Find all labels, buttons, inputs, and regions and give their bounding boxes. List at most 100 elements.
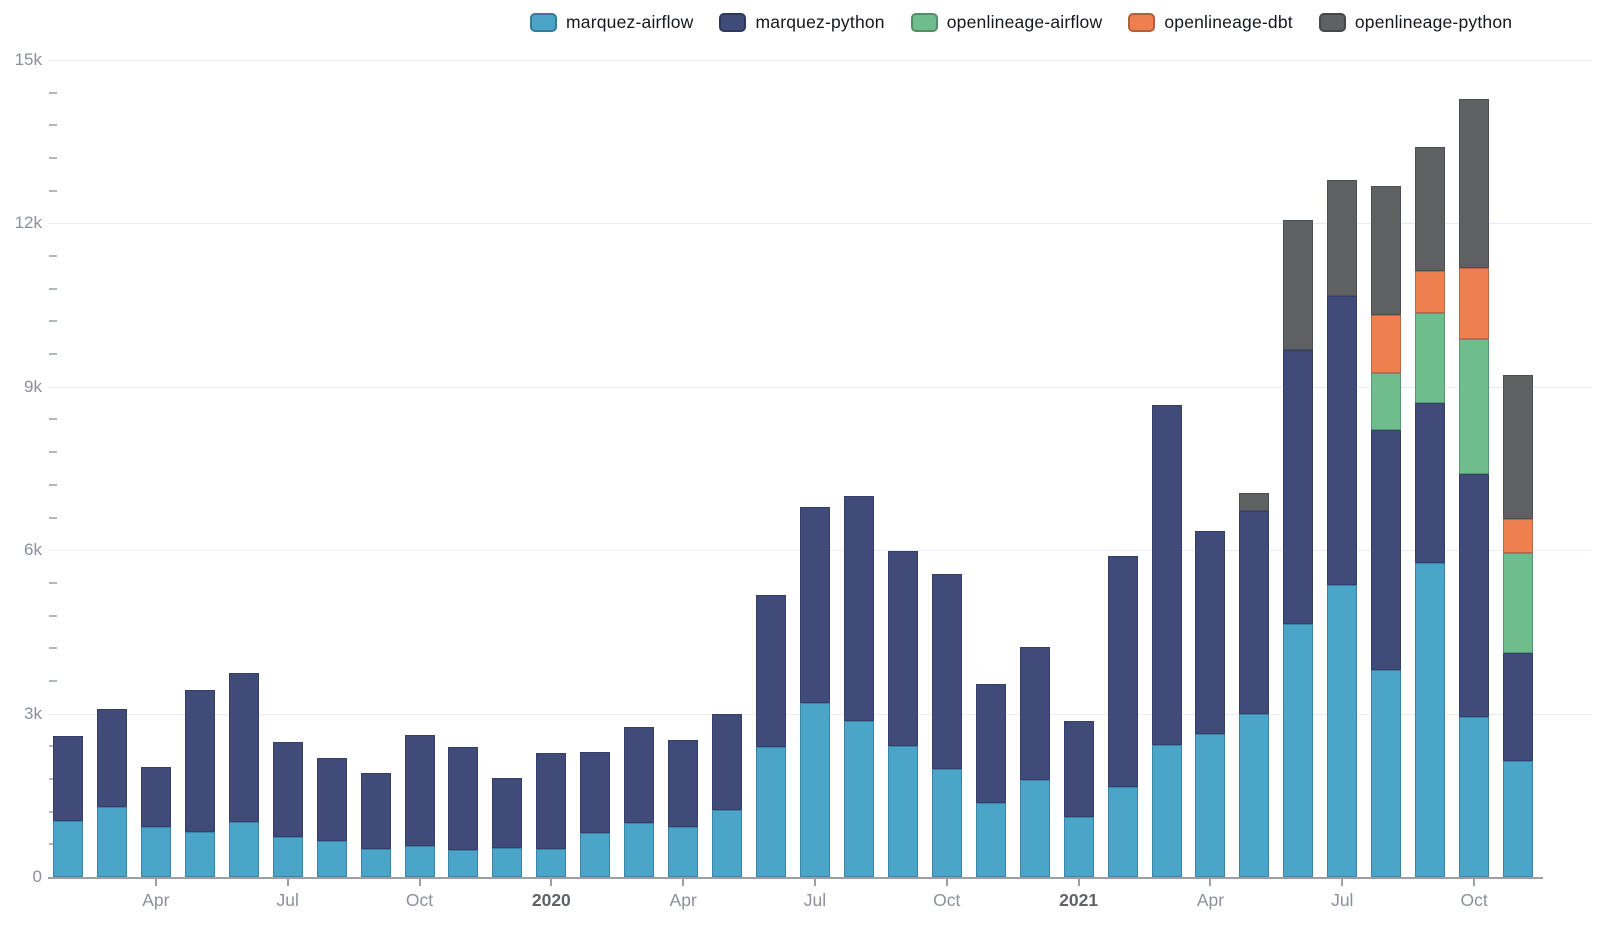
bar-segment-marquez-python[interactable]	[53, 736, 83, 821]
bar-segment-openlineage-dbt[interactable]	[1503, 518, 1534, 554]
bar-segment-openlineage-python[interactable]	[1459, 99, 1490, 269]
bar-segment-marquez-airflow[interactable]	[1459, 716, 1490, 877]
bar-segment-marquez-airflow[interactable]	[96, 806, 127, 877]
bar-segment-marquez-python[interactable]	[536, 753, 567, 849]
bar-segment-openlineage-python[interactable]	[1327, 180, 1358, 297]
bar-segment-marquez-python[interactable]	[1459, 473, 1490, 717]
bar-segment-marquez-python[interactable]	[975, 683, 1006, 804]
x-axis-tick	[813, 879, 816, 886]
bar-segment-marquez-python[interactable]	[887, 550, 918, 747]
bar	[1459, 99, 1490, 877]
bar-segment-marquez-airflow[interactable]	[843, 721, 874, 877]
bar-segment-marquez-python[interactable]	[1415, 402, 1446, 564]
bar	[1239, 493, 1270, 877]
legend-item-openlineage-python[interactable]: openlineage-python	[1318, 12, 1512, 33]
bar-segment-marquez-python[interactable]	[799, 507, 830, 703]
bar-segment-openlineage-python[interactable]	[1239, 493, 1270, 511]
x-axis-label: Apr	[1196, 890, 1225, 910]
legend-item-marquez-python[interactable]: marquez-python	[719, 12, 885, 33]
bar-segment-openlineage-dbt[interactable]	[1371, 314, 1402, 373]
x-axis-line	[48, 877, 1543, 879]
bar-segment-marquez-python[interactable]	[96, 709, 127, 807]
bar-segment-openlineage-dbt[interactable]	[1459, 268, 1490, 340]
bar-segment-marquez-python[interactable]	[492, 777, 523, 849]
bar-segment-marquez-airflow[interactable]	[360, 848, 391, 877]
bar-segment-marquez-python[interactable]	[140, 766, 171, 827]
bar-segment-marquez-airflow[interactable]	[1019, 780, 1050, 877]
bar	[1371, 186, 1402, 877]
bar-segment-openlineage-airflow[interactable]	[1459, 339, 1490, 474]
bar	[931, 573, 962, 877]
bar-segment-marquez-python[interactable]	[931, 573, 962, 769]
bar-segment-openlineage-airflow[interactable]	[1371, 372, 1402, 431]
bar-segment-marquez-airflow[interactable]	[1283, 624, 1314, 877]
bar	[1327, 180, 1358, 877]
bar-segment-marquez-airflow[interactable]	[536, 848, 567, 877]
bar-segment-openlineage-airflow[interactable]	[1503, 553, 1534, 654]
bar-segment-openlineage-python[interactable]	[1503, 374, 1534, 519]
bar-segment-marquez-airflow[interactable]	[404, 846, 435, 877]
bar-segment-marquez-python[interactable]	[448, 747, 479, 850]
bar-segment-marquez-python[interactable]	[668, 739, 699, 828]
bar-segment-marquez-airflow[interactable]	[580, 832, 611, 877]
bar-segment-marquez-airflow[interactable]	[272, 836, 303, 877]
bar-segment-marquez-airflow[interactable]	[140, 826, 171, 877]
bar-segment-openlineage-python[interactable]	[1283, 220, 1314, 350]
bar-segment-marquez-airflow[interactable]	[1063, 816, 1094, 877]
bar	[887, 550, 918, 877]
bar-segment-marquez-airflow[interactable]	[228, 821, 259, 877]
bar-segment-marquez-python[interactable]	[272, 741, 303, 837]
legend-item-openlineage-airflow[interactable]: openlineage-airflow	[910, 12, 1103, 33]
bar-segment-marquez-python[interactable]	[1151, 405, 1182, 745]
bar-segment-marquez-python[interactable]	[843, 496, 874, 722]
bar-segment-marquez-python[interactable]	[404, 735, 435, 847]
bar-segment-openlineage-airflow[interactable]	[1415, 313, 1446, 403]
legend-item-openlineage-dbt[interactable]: openlineage-dbt	[1128, 12, 1293, 33]
bar-segment-marquez-python[interactable]	[1503, 653, 1534, 761]
bar-segment-marquez-airflow[interactable]	[668, 827, 699, 877]
bar	[53, 736, 83, 877]
bar-segment-marquez-airflow[interactable]	[624, 823, 655, 877]
bar-segment-marquez-python[interactable]	[1063, 721, 1094, 817]
bar-segment-marquez-airflow[interactable]	[1415, 563, 1446, 877]
legend-item-marquez-airflow[interactable]: marquez-airflow	[530, 12, 693, 33]
bar-segment-marquez-airflow[interactable]	[1371, 670, 1402, 877]
bar-segment-marquez-python[interactable]	[1371, 430, 1402, 670]
bar-segment-marquez-airflow[interactable]	[492, 848, 523, 877]
bar-segment-marquez-airflow[interactable]	[1107, 786, 1138, 877]
bar-segment-marquez-airflow[interactable]	[316, 841, 347, 877]
bar-segment-marquez-airflow[interactable]	[1239, 713, 1270, 877]
bar-segment-marquez-airflow[interactable]	[448, 849, 479, 877]
bar-segment-marquez-airflow[interactable]	[1503, 760, 1534, 877]
bar-segment-marquez-airflow[interactable]	[1327, 585, 1358, 877]
bar-segment-marquez-python[interactable]	[1019, 647, 1050, 781]
bar-segment-marquez-python[interactable]	[1195, 531, 1226, 735]
bar-segment-marquez-airflow[interactable]	[931, 768, 962, 877]
bar-segment-marquez-airflow[interactable]	[712, 810, 743, 877]
bar-segment-marquez-python[interactable]	[756, 594, 787, 748]
bar-segment-marquez-python[interactable]	[228, 672, 259, 822]
bar-segment-marquez-python[interactable]	[360, 772, 391, 849]
bar-segment-marquez-python[interactable]	[1327, 296, 1358, 586]
bar-segment-marquez-python[interactable]	[712, 714, 743, 810]
bar-segment-marquez-airflow[interactable]	[799, 702, 830, 877]
bar-segment-marquez-airflow[interactable]	[184, 831, 215, 877]
bar-segment-openlineage-python[interactable]	[1371, 186, 1402, 315]
bar-segment-marquez-airflow[interactable]	[53, 820, 83, 877]
bar-segment-marquez-python[interactable]	[1239, 510, 1270, 714]
x-axis-tick	[550, 879, 553, 886]
bar-segment-marquez-python[interactable]	[1107, 556, 1138, 787]
bar-segment-marquez-python[interactable]	[624, 726, 655, 824]
bar-segment-marquez-python[interactable]	[316, 757, 347, 842]
bar-segment-marquez-python[interactable]	[184, 690, 215, 832]
bar-segment-marquez-airflow[interactable]	[756, 747, 787, 877]
bar	[96, 709, 127, 877]
bar-segment-marquez-airflow[interactable]	[1151, 744, 1182, 877]
bar-segment-marquez-airflow[interactable]	[1195, 734, 1226, 877]
bar-segment-openlineage-python[interactable]	[1415, 146, 1446, 271]
bar-segment-marquez-airflow[interactable]	[887, 746, 918, 877]
bar-segment-marquez-airflow[interactable]	[975, 803, 1006, 877]
bar-segment-openlineage-dbt[interactable]	[1415, 270, 1446, 314]
bar-segment-marquez-python[interactable]	[1283, 349, 1314, 625]
bar-segment-marquez-python[interactable]	[580, 752, 611, 833]
